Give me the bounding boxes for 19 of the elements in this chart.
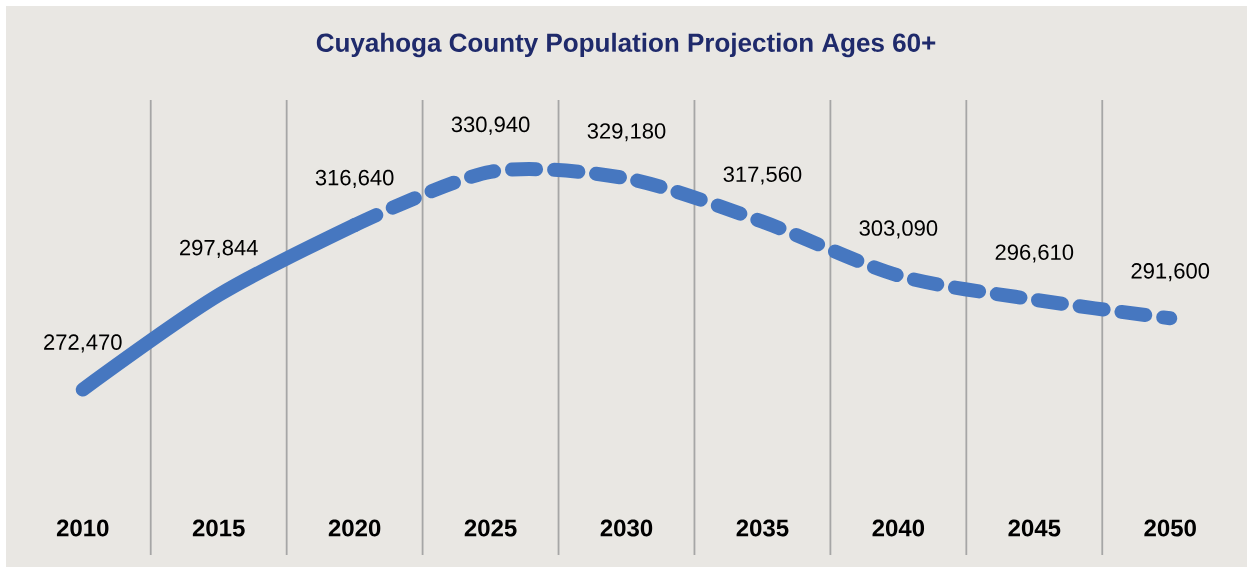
x-tick-label: 2025: [464, 519, 517, 537]
x-tick-label: 2035: [736, 519, 789, 537]
data-label: 296,610: [995, 244, 1074, 263]
x-tick-label: 2040: [872, 519, 925, 537]
data-label: 291,600: [1131, 263, 1210, 282]
data-label: 329,180: [587, 123, 666, 142]
data-label: 330,940: [451, 116, 530, 135]
x-tick-label: 2050: [1144, 519, 1196, 537]
x-tick-label: 2010: [56, 519, 109, 537]
data-label: 272,470: [44, 334, 122, 353]
data-label: 316,640: [315, 169, 394, 189]
data-label: 297,844: [180, 239, 258, 259]
x-tick-label: 2020: [328, 519, 381, 537]
data-label: 317,560: [723, 166, 802, 185]
x-tick-label: 2045: [1008, 519, 1061, 537]
x-tick-label: 2015: [192, 519, 245, 537]
data-label: 303,090: [859, 220, 938, 239]
chart-title: Cuyahoga County Population Projection Ages 60+: [316, 32, 936, 58]
x-tick-label: 2030: [600, 519, 653, 537]
